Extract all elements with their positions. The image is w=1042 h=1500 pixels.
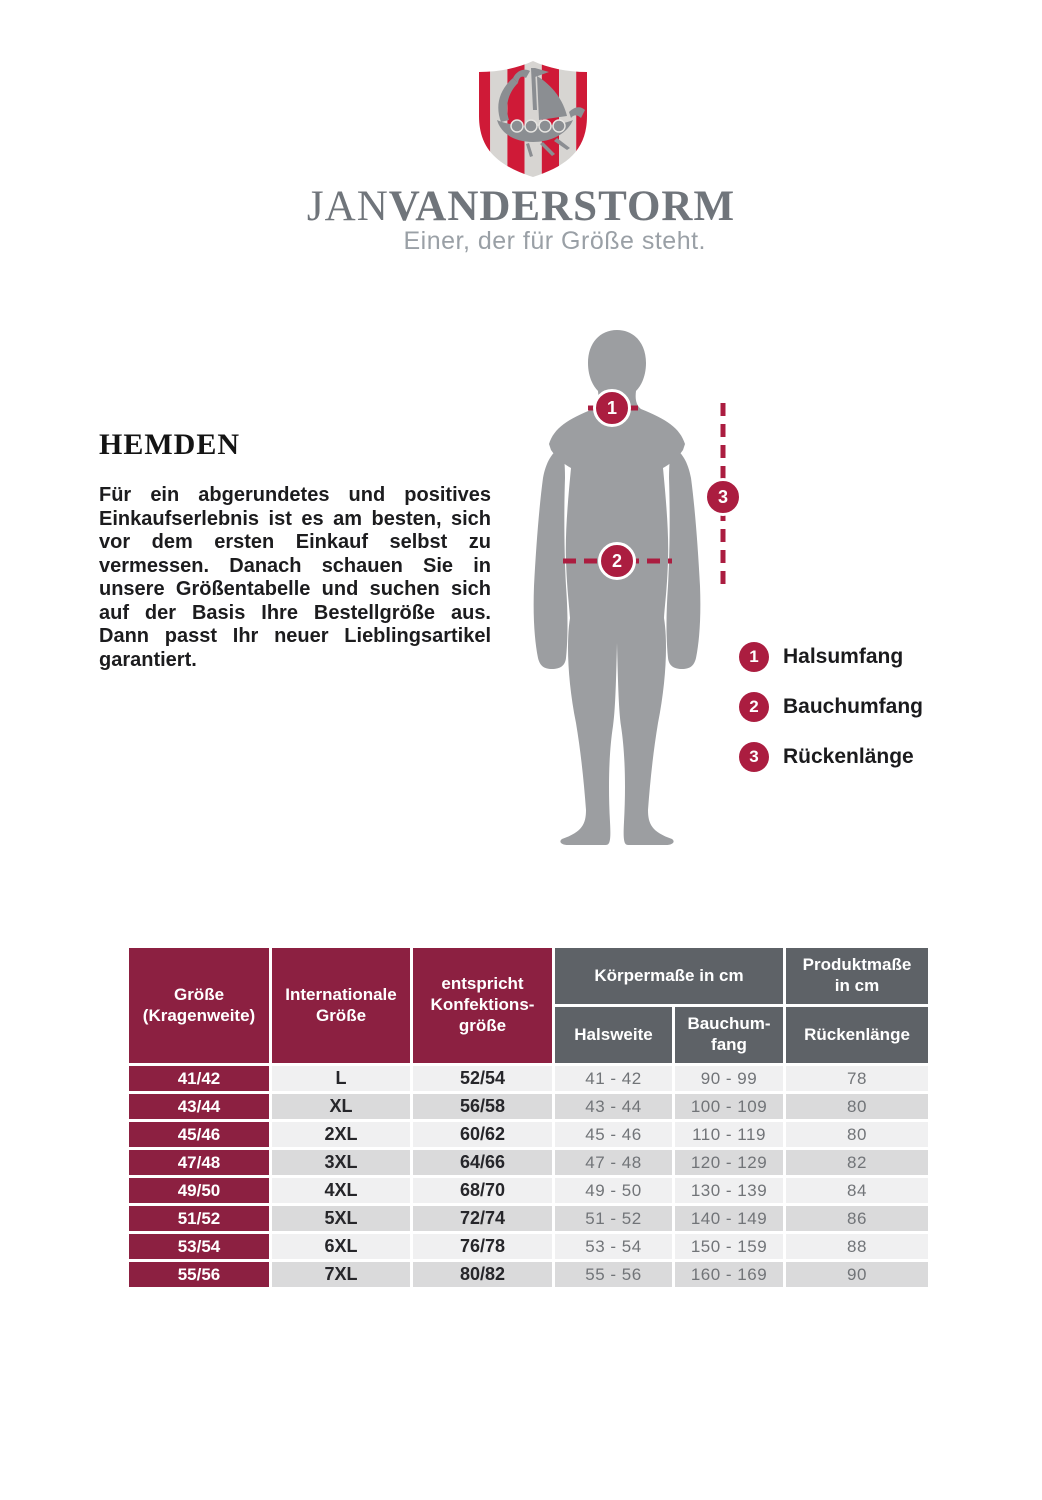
table-cell: 53/54 xyxy=(129,1234,269,1259)
table-cell: 60/62 xyxy=(413,1122,552,1147)
table-cell: 78 xyxy=(786,1066,928,1091)
table-cell: 41/42 xyxy=(129,1066,269,1091)
table-cell: 84 xyxy=(786,1178,928,1203)
table-cell: 68/70 xyxy=(413,1178,552,1203)
legend-item-halsumfang: 1 Halsumfang xyxy=(739,642,923,672)
table-cell: 51/52 xyxy=(129,1206,269,1231)
table-cell: 80/82 xyxy=(413,1262,552,1287)
table-cell: 53 - 54 xyxy=(555,1234,672,1259)
legend-label: Halsumfang xyxy=(783,645,904,668)
sub-header-bauchumfang: Bauchum- fang xyxy=(675,1007,783,1063)
table-row: 51/52 5XL 72/74 51 - 52 140 - 149 86 xyxy=(129,1206,928,1231)
size-table-body: 41/42 L 52/54 41 - 42 90 - 99 78 43/44 XL 56/58 4… xyxy=(129,1066,928,1287)
table-cell: 160 - 169 xyxy=(675,1262,783,1287)
table-row: 49/50 4XL 68/70 49 - 50 130 - 139 84 xyxy=(129,1178,928,1203)
table-cell: 82 xyxy=(786,1150,928,1175)
legend-item-rueckenlaenge: 3 Rückenlänge xyxy=(739,742,923,772)
table-cell: 55/56 xyxy=(129,1262,269,1287)
table-cell: 120 - 129 xyxy=(675,1150,783,1175)
size-table-header: Größe (Kragenweite) Internationale Größe… xyxy=(129,948,928,1063)
crest-ship xyxy=(497,68,585,157)
size-table: Größe (Kragenweite) Internationale Größe… xyxy=(126,945,931,1290)
measure-marker-1: 1 xyxy=(593,389,631,427)
legend-badge-2: 2 xyxy=(739,692,769,722)
sub-header-rueckenlaenge: Rückenlänge xyxy=(786,1007,928,1063)
table-cell: 41 - 42 xyxy=(555,1066,672,1091)
page-title: HEMDEN xyxy=(99,428,240,461)
table-row: 55/56 7XL 80/82 55 - 56 160 - 169 90 xyxy=(129,1262,928,1287)
table-cell: 52/54 xyxy=(413,1066,552,1091)
legend-label: Bauchumfang xyxy=(783,695,924,718)
table-cell: 43/44 xyxy=(129,1094,269,1119)
marker-number: 3 xyxy=(717,486,728,507)
table-cell: 76/78 xyxy=(413,1234,552,1259)
brand-name-rest: VANDERSTORM xyxy=(388,183,736,230)
intro-paragraph: Für ein abgerundetes und positives Einka… xyxy=(99,484,491,671)
group-header-koerpermasse: Körpermaße in cm xyxy=(555,948,783,1004)
table-cell: 80 xyxy=(786,1094,928,1119)
table-cell: 88 xyxy=(786,1234,928,1259)
table-cell: 150 - 159 xyxy=(675,1234,783,1259)
table-cell: 47/48 xyxy=(129,1150,269,1175)
table-cell: 90 xyxy=(786,1262,928,1287)
brand-name-first: JAN xyxy=(306,183,389,230)
marker-number: 2 xyxy=(611,550,622,571)
table-cell: 140 - 149 xyxy=(675,1206,783,1231)
col-header-groesse-kragenweite: Größe (Kragenweite) xyxy=(129,948,269,1063)
viking-ship-shield-icon xyxy=(479,61,587,177)
table-cell: 7XL xyxy=(272,1262,410,1287)
legend-badge-3: 3 xyxy=(739,742,769,772)
table-cell: 43 - 44 xyxy=(555,1094,672,1119)
table-cell: 110 - 119 xyxy=(675,1122,783,1147)
table-cell: 80 xyxy=(786,1122,928,1147)
table-row: 41/42 L 52/54 41 - 42 90 - 99 78 xyxy=(129,1066,928,1091)
table-cell: 47 - 48 xyxy=(555,1150,672,1175)
table-row: 43/44 XL 56/58 43 - 44 100 - 109 80 xyxy=(129,1094,928,1119)
table-cell: 45/46 xyxy=(129,1122,269,1147)
legend-badge-1: 1 xyxy=(739,642,769,672)
brand-name: JANVANDERSTORM xyxy=(0,182,1042,231)
table-cell: 64/66 xyxy=(413,1150,552,1175)
measure-marker-3: 3 xyxy=(704,478,742,516)
col-header-konfektionsgroesse: entspricht Konfektions- größe xyxy=(413,948,552,1063)
table-row: 45/46 2XL 60/62 45 - 46 110 - 119 80 xyxy=(129,1122,928,1147)
table-cell: 90 - 99 xyxy=(675,1066,783,1091)
table-row: 53/54 6XL 76/78 53 - 54 150 - 159 88 xyxy=(129,1234,928,1259)
table-cell: 86 xyxy=(786,1206,928,1231)
table-cell: XL xyxy=(272,1094,410,1119)
table-cell: 4XL xyxy=(272,1178,410,1203)
man-silhouette-shape xyxy=(533,330,701,845)
table-cell: 6XL xyxy=(272,1234,410,1259)
legend-label: Rückenlänge xyxy=(783,745,914,768)
table-cell: 51 - 52 xyxy=(555,1206,672,1231)
sub-header-halsweite: Halsweite xyxy=(555,1007,672,1063)
marker-number: 1 xyxy=(606,397,617,418)
table-cell: L xyxy=(272,1066,410,1091)
table-cell: 2XL xyxy=(272,1122,410,1147)
table-cell: 100 - 109 xyxy=(675,1094,783,1119)
table-cell: 55 - 56 xyxy=(555,1262,672,1287)
table-row: 47/48 3XL 64/66 47 - 48 120 - 129 82 xyxy=(129,1150,928,1175)
table-cell: 45 - 46 xyxy=(555,1122,672,1147)
table-cell: 130 - 139 xyxy=(675,1178,783,1203)
group-header-produktmasse: Produktmaße in cm xyxy=(786,948,928,1004)
table-cell: 49 - 50 xyxy=(555,1178,672,1203)
col-header-internationale-groesse: Internationale Größe xyxy=(272,948,410,1063)
table-cell: 5XL xyxy=(272,1206,410,1231)
table-cell: 72/74 xyxy=(413,1206,552,1231)
table-cell: 56/58 xyxy=(413,1094,552,1119)
measure-marker-2: 2 xyxy=(598,542,636,580)
table-cell: 3XL xyxy=(272,1150,410,1175)
measurement-legend: 1 Halsumfang 2 Bauchumfang 3 Rückenlänge xyxy=(739,642,923,792)
legend-item-bauchumfang: 2 Bauchumfang xyxy=(739,692,923,722)
body-silhouette xyxy=(533,330,726,845)
brand-tagline: Einer, der für Größe steht. xyxy=(403,227,706,255)
table-cell: 49/50 xyxy=(129,1178,269,1203)
